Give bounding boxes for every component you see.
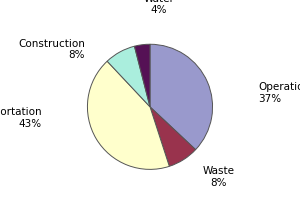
Wedge shape	[134, 44, 150, 107]
Wedge shape	[87, 61, 169, 169]
Text: Operational
37%: Operational 37%	[258, 82, 300, 104]
Text: Water
4%: Water 4%	[144, 0, 175, 15]
Wedge shape	[150, 44, 213, 150]
Wedge shape	[150, 107, 196, 166]
Wedge shape	[107, 46, 150, 107]
Text: Transportation
43%: Transportation 43%	[0, 108, 42, 129]
Text: Waste
8%: Waste 8%	[203, 166, 235, 188]
Text: Construction
8%: Construction 8%	[18, 39, 85, 60]
